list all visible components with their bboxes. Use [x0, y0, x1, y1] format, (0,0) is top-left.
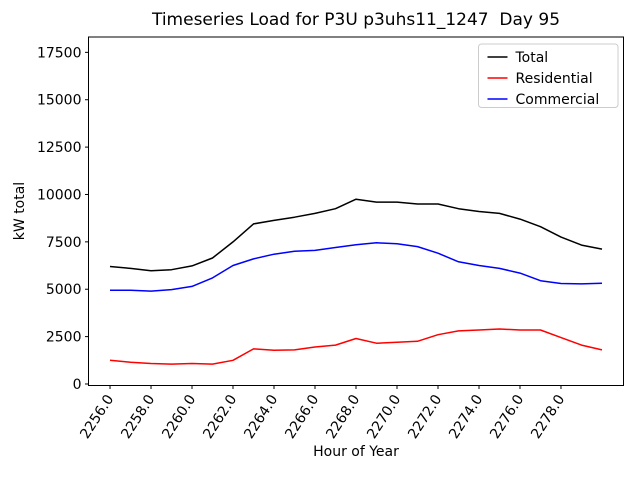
legend-label-commercial: Commercial — [516, 92, 600, 108]
x-tick-label: 2270.0 — [364, 392, 404, 442]
x-axis-label: Hour of Year — [313, 444, 399, 460]
y-tick-label: 2500 — [46, 330, 82, 346]
y-axis-label: kW total — [12, 181, 28, 241]
y-tick-label: 15000 — [37, 93, 82, 109]
y-tick-label: 10000 — [37, 187, 82, 203]
series-line-total — [109, 198, 603, 272]
chart-title: Timeseries Load for P3U p3uhs11_1247 Day… — [151, 10, 561, 30]
legend-label-total: Total — [515, 50, 549, 66]
y-tick-label: 0 — [73, 377, 82, 393]
x-tick-label: 2262.0 — [200, 392, 240, 442]
y-tick-label: 7500 — [46, 235, 82, 251]
x-tick-label: 2268.0 — [323, 392, 363, 442]
x-tick-label: 2276.0 — [487, 392, 527, 442]
y-tick-label: 12500 — [37, 140, 82, 156]
axes-frame — [88, 36, 624, 386]
x-tick-label: 2264.0 — [241, 392, 281, 442]
legend-label-residential: Residential — [516, 71, 593, 87]
series-line-commercial — [110, 242, 603, 292]
x-tick-label: 2266.0 — [282, 392, 322, 442]
x-tick-label: 2274.0 — [446, 392, 486, 442]
series-line-residential — [109, 328, 603, 365]
x-tick-label: 2278.0 — [528, 392, 568, 442]
x-tick-label: 2272.0 — [405, 392, 445, 442]
x-tick-label: 2260.0 — [159, 392, 199, 442]
y-tick-label: 17500 — [37, 45, 82, 61]
x-tick-label: 2256.0 — [77, 392, 117, 442]
legend-box — [478, 43, 619, 108]
y-tick-label: 5000 — [46, 282, 82, 298]
x-tick-label: 2258.0 — [118, 392, 158, 442]
